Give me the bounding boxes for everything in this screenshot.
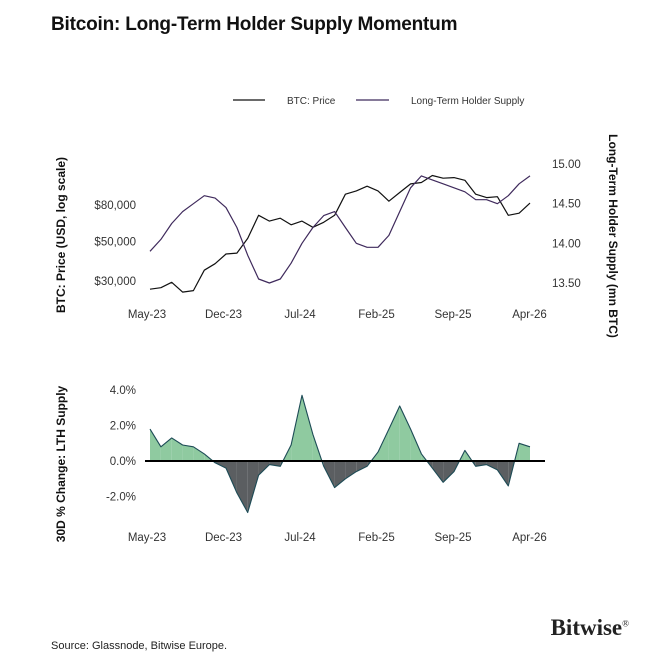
area-positive [302, 395, 313, 461]
y-axis-title: 30D % Change: LTH Supply [54, 385, 68, 542]
area-positive [410, 429, 422, 461]
right-tick-label: 14.50 [552, 199, 581, 211]
x-tick-label: May-23 [128, 309, 166, 321]
series-line-lth-change [149, 394, 531, 514]
legend-label-lth: Long-Term Holder Supply [411, 96, 524, 107]
x-tick-label: Sep-25 [434, 309, 471, 321]
logo-mark: ® [622, 618, 629, 629]
area-negative [247, 461, 259, 513]
legend-label-price: BTC: Price [287, 96, 336, 107]
left-tick-label: $50,000 [94, 236, 136, 248]
area-negative [258, 461, 270, 476]
legend: BTC: Price Long-Term Holder Supply [233, 96, 524, 107]
x-tick-label: Apr-26 [512, 532, 547, 544]
area-positive [182, 445, 194, 461]
chart-title: Bitcoin: Long-Term Holder Supply Momentu… [51, 14, 458, 35]
left-tick-label: $80,000 [94, 200, 136, 212]
right-tick-label: 15.00 [552, 159, 581, 171]
area-positive [378, 429, 389, 461]
area-negative [226, 461, 237, 493]
area-positive [399, 406, 411, 461]
right-tick-label: 13.50 [552, 278, 581, 290]
y-tick-label: 0.0% [110, 456, 136, 468]
x-tick-label: Jul-24 [284, 309, 316, 321]
y-tick-label: 4.0% [110, 385, 136, 397]
x-tick-label: Dec-23 [205, 532, 242, 544]
y-axis-title-left: BTC: Price (USD, log scale) [54, 157, 68, 313]
area-positive [150, 429, 161, 461]
area-negative [443, 461, 454, 483]
area-positive [519, 443, 530, 461]
area-negative [236, 461, 248, 513]
x-tick-label: Apr-26 [512, 309, 547, 321]
bitwise-logo: Bitwise® [551, 615, 629, 641]
x-tick-label: Feb-25 [358, 532, 394, 544]
series-line-lth-supply [149, 175, 531, 284]
area-negative [432, 461, 444, 483]
area-positive [160, 437, 172, 461]
area-negative [345, 461, 357, 479]
area-negative [356, 461, 368, 472]
area-negative [486, 461, 498, 470]
x-tick-label: May-23 [128, 532, 166, 544]
left-tick-label: $30,000 [94, 276, 136, 288]
top-chart: $30,000 $50,000 $80,000 13.50 14.00 14.50 15.0… [54, 134, 620, 338]
area-positive [388, 406, 400, 461]
area-negative [497, 461, 509, 486]
y-tick-label: 2.0% [110, 421, 136, 433]
x-tick-label: Dec-23 [205, 309, 242, 321]
x-tick-label: Sep-25 [434, 532, 471, 544]
y-axis-title-right: Long-Term Holder Supply (mn BTC) [606, 134, 620, 338]
series-line-btc-price [149, 174, 531, 293]
y-tick-label: -2.0% [106, 492, 136, 504]
area-negative [323, 461, 335, 488]
bottom-chart: -2.0% 0.0% 2.0% 4.0% May-23 Dec-23 Jul-24 Feb-2… [54, 385, 547, 544]
x-tick-label: Jul-24 [284, 532, 316, 544]
area-positive [291, 395, 302, 461]
area-positive [193, 446, 205, 461]
right-tick-label: 14.00 [552, 238, 581, 250]
x-tick-label: Feb-25 [358, 309, 394, 321]
source-note: Source: Glassnode, Bitwise Europe. [51, 640, 228, 652]
logo-text: Bitwise [550, 615, 623, 640]
